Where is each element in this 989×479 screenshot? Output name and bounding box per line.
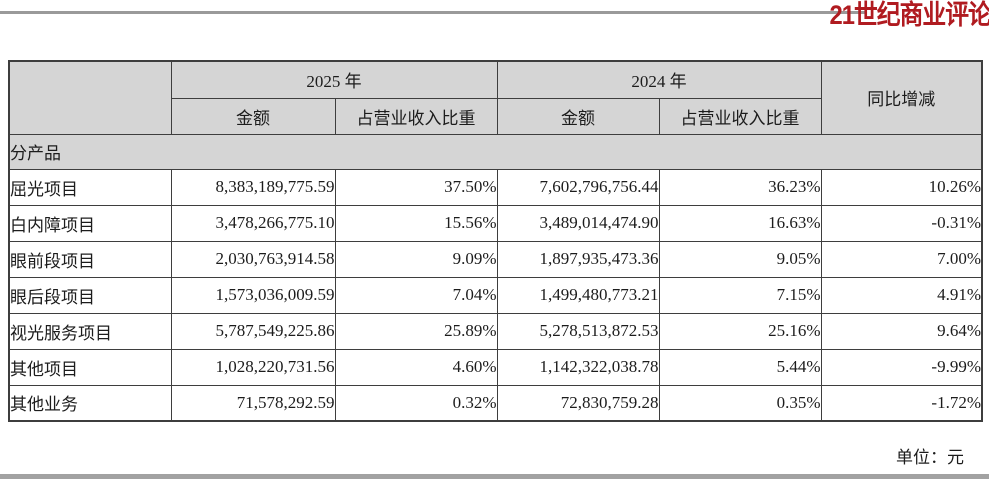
cell-amount-2025: 8,383,189,775.59 <box>170 168 336 206</box>
yoy-header: 同比增减 <box>820 60 983 135</box>
table-row: 其他业务 71,578,292.59 0.32% 72,830,759.28 0… <box>8 384 983 422</box>
cell-amount-2024: 1,142,322,038.78 <box>496 348 660 386</box>
cell-amount-2025: 1,028,220,731.56 <box>170 348 336 386</box>
row-label: 屈光项目 <box>8 168 172 206</box>
cell-ratio-2025: 15.56% <box>334 204 498 242</box>
corner-blank-cell <box>8 60 172 135</box>
cell-amount-2024: 1,897,935,473.36 <box>496 240 660 278</box>
cell-amount-2024: 1,499,480,773.21 <box>496 276 660 314</box>
header-row-measures: 金额 占营业收入比重 金额 占营业收入比重 <box>9 97 982 135</box>
cell-ratio-2024: 16.63% <box>658 204 822 242</box>
year-2024-header: 2024 年 <box>496 60 822 99</box>
cell-amount-2025: 3,478,266,775.10 <box>170 204 336 242</box>
cell-ratio-2024: 7.15% <box>658 276 822 314</box>
cell-ratio-2024: 36.23% <box>658 168 822 206</box>
revenue-by-product-table: 2025 年 2024 年 同比增减 金额 占营业收入比重 金额 占营业收入比重… <box>8 60 983 422</box>
row-label: 其他业务 <box>8 384 172 422</box>
table-row: 眼前段项目 2,030,763,914.58 9.09% 1,897,935,4… <box>8 240 983 278</box>
header-row-years: 2025 年 2024 年 同比增减 <box>8 60 983 135</box>
cell-yoy: -9.99% <box>820 348 983 386</box>
cell-yoy: -1.72% <box>820 384 983 422</box>
cell-amount-2025: 71,578,292.59 <box>170 384 336 422</box>
row-label: 其他项目 <box>8 348 172 386</box>
amount-2025-header: 金额 <box>170 97 336 135</box>
cell-ratio-2025: 4.60% <box>334 348 498 386</box>
cell-amount-2024: 3,489,014,474.90 <box>496 204 660 242</box>
table-row: 其他项目 1,028,220,731.56 4.60% 1,142,322,03… <box>8 348 983 386</box>
cell-ratio-2025: 7.04% <box>334 276 498 314</box>
cell-amount-2024: 5,278,513,872.53 <box>496 312 660 350</box>
cell-ratio-2024: 5.44% <box>658 348 822 386</box>
cell-ratio-2025: 25.89% <box>334 312 498 350</box>
ratio-2025-header: 占营业收入比重 <box>334 97 498 135</box>
row-label: 眼后段项目 <box>8 276 172 314</box>
row-label: 眼前段项目 <box>8 240 172 278</box>
cell-yoy: 7.00% <box>820 240 983 278</box>
cell-amount-2025: 1,573,036,009.59 <box>170 276 336 314</box>
logo: 21世纪商业评论 <box>829 0 989 31</box>
cell-ratio-2025: 0.32% <box>334 384 498 422</box>
row-label: 视光服务项目 <box>8 312 172 350</box>
cell-amount-2024: 7,602,796,756.44 <box>496 168 660 206</box>
amount-2024-header: 金额 <box>496 97 660 135</box>
table-row: 眼后段项目 1,573,036,009.59 7.04% 1,499,480,7… <box>8 276 983 314</box>
table-row: 屈光项目 8,383,189,775.59 37.50% 7,602,796,7… <box>8 168 983 206</box>
cell-amount-2025: 5,787,549,225.86 <box>170 312 336 350</box>
section-label: 分产品 <box>8 133 983 170</box>
cell-yoy: -0.31% <box>820 204 983 242</box>
bottom-scroll-edge <box>0 474 989 479</box>
cell-ratio-2025: 9.09% <box>334 240 498 278</box>
cell-yoy: 10.26% <box>820 168 983 206</box>
unit-note: 单位：元 <box>896 448 964 467</box>
cell-ratio-2024: 25.16% <box>658 312 822 350</box>
year-2025-header: 2025 年 <box>170 60 498 99</box>
cell-yoy: 9.64% <box>820 312 983 350</box>
section-row: 分产品 <box>8 133 983 170</box>
row-label: 白内障项目 <box>8 204 172 242</box>
cell-ratio-2025: 37.50% <box>334 168 498 206</box>
header-divider <box>0 11 866 14</box>
cell-yoy: 4.91% <box>820 276 983 314</box>
cell-amount-2024: 72,830,759.28 <box>496 384 660 422</box>
cell-ratio-2024: 0.35% <box>658 384 822 422</box>
cell-amount-2025: 2,030,763,914.58 <box>170 240 336 278</box>
cell-ratio-2024: 9.05% <box>658 240 822 278</box>
table-row: 视光服务项目 5,787,549,225.86 25.89% 5,278,513… <box>8 312 983 350</box>
ratio-2024-header: 占营业收入比重 <box>658 97 822 135</box>
table-row: 白内障项目 3,478,266,775.10 15.56% 3,489,014,… <box>8 204 983 242</box>
